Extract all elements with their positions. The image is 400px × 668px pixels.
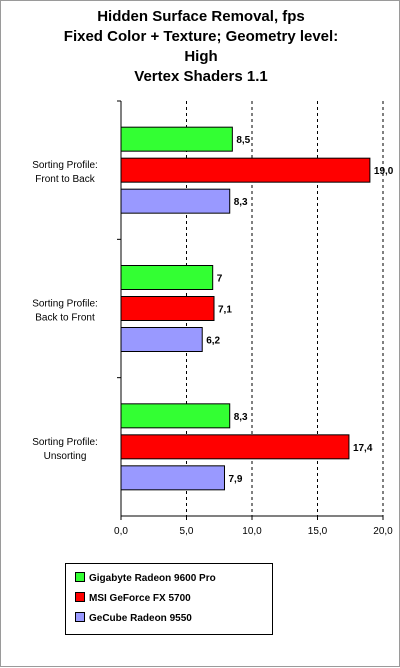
title-line-4: Vertex Shaders 1.1 xyxy=(134,68,268,85)
value-label-1-2: 6,2 xyxy=(206,336,220,347)
legend-item-msi: MSI GeForce FX 5700 xyxy=(75,592,191,606)
legend: Gigabyte Radeon 9600 Pro MSI GeForce FX … xyxy=(65,563,273,635)
x-tick-label-0: 0,0 xyxy=(114,526,128,537)
legend-label: Gigabyte Radeon 9600 Pro xyxy=(89,573,216,584)
bar-0-1 xyxy=(120,157,371,183)
value-label-1-1: 7,1 xyxy=(218,305,232,316)
legend-label: GeCube Radeon 9550 xyxy=(89,613,192,624)
legend-swatch-green xyxy=(75,572,85,582)
value-label-2-1: 17,4 xyxy=(353,443,373,454)
chart-title: Hidden Surface Removal, fps Fixed Color … xyxy=(1,7,400,87)
bar-2-2 xyxy=(120,465,225,491)
bar-2-1 xyxy=(120,434,350,460)
x-tick-label-1: 5,0 xyxy=(180,526,194,537)
category-label-1-1: Back to Front xyxy=(35,313,95,324)
title-line-2: Fixed Color + Texture; Geometry level: xyxy=(63,28,339,45)
bar-0-0 xyxy=(120,126,233,152)
legend-swatch-red xyxy=(75,592,85,602)
bar-2-0 xyxy=(120,403,231,429)
bar-1-1 xyxy=(120,296,215,321)
bar-1-0 xyxy=(120,265,214,290)
category-label-1-0: Sorting Profile: xyxy=(32,299,98,310)
x-tick-label-3: 15,0 xyxy=(308,526,328,537)
bar-0-2 xyxy=(120,188,231,214)
x-tick-label-4: 20,0 xyxy=(373,526,393,537)
value-label-0-0: 8,5 xyxy=(236,135,250,146)
value-label-0-2: 8,3 xyxy=(234,197,248,208)
title-line-3: High xyxy=(184,48,218,65)
legend-swatch-blue xyxy=(75,612,85,622)
value-label-1-0: 7 xyxy=(217,274,223,285)
legend-item-gigabyte: Gigabyte Radeon 9600 Pro xyxy=(75,572,216,586)
category-label-2-1: Unsorting xyxy=(44,451,87,462)
category-label-0-0: Sorting Profile: xyxy=(32,160,98,171)
x-tick-label-2: 10,0 xyxy=(242,526,262,537)
category-label-0-1: Front to Back xyxy=(35,174,95,185)
category-label-2-0: Sorting Profile: xyxy=(32,437,98,448)
bar-1-2 xyxy=(120,327,203,352)
value-label-2-2: 7,9 xyxy=(228,474,242,485)
value-label-0-1: 19,0 xyxy=(374,166,394,177)
value-label-2-0: 8,3 xyxy=(234,412,248,423)
legend-label: MSI GeForce FX 5700 xyxy=(89,593,191,604)
title-line-1: Hidden Surface Removal, fps xyxy=(97,8,305,25)
legend-item-gecube: GeCube Radeon 9550 xyxy=(75,612,192,626)
